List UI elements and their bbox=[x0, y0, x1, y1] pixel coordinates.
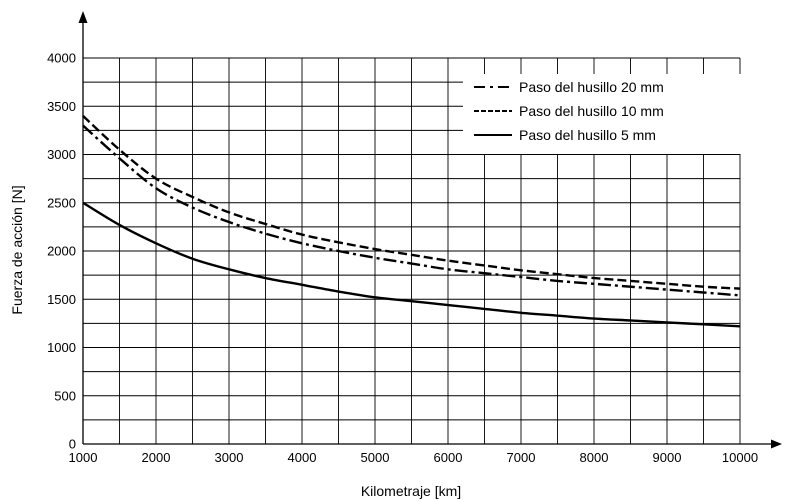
legend-box bbox=[463, 74, 741, 154]
legend-label: Paso del husillo 20 mm bbox=[519, 79, 664, 95]
x-tick-label: 2000 bbox=[142, 450, 171, 465]
x-tick-label: 7000 bbox=[507, 450, 536, 465]
series-group bbox=[82, 115, 741, 328]
legend: Paso del husillo 20 mm Paso del husillo 1… bbox=[463, 74, 741, 154]
series-line bbox=[82, 201, 741, 328]
y-tick-label: 1000 bbox=[47, 340, 76, 355]
y-tick-label: 500 bbox=[54, 388, 76, 403]
x-tick-label: 3000 bbox=[215, 450, 244, 465]
x-axis-arrow-icon bbox=[771, 439, 782, 449]
y-tick-label: 1500 bbox=[47, 292, 76, 307]
legend-label: Paso del husillo 10 mm bbox=[519, 103, 664, 119]
y-tick-label: 2000 bbox=[47, 244, 76, 259]
y-tick-label: 2500 bbox=[47, 195, 76, 210]
tick-labels: 1000 2000 3000 4000 5000 6000 7000 8000 9000 1000… bbox=[47, 51, 758, 466]
y-tick-label: 3000 bbox=[47, 147, 76, 162]
x-tick-label: 1000 bbox=[69, 450, 98, 465]
x-tick-label: 8000 bbox=[580, 450, 609, 465]
y-tick-label: 3500 bbox=[47, 99, 76, 114]
series-line bbox=[82, 124, 741, 297]
y-axis-title: Fuerza de acción [N] bbox=[9, 185, 25, 314]
x-axis-title: Kilometraje [km] bbox=[361, 483, 461, 499]
y-axis-arrow-icon bbox=[78, 11, 88, 23]
axes bbox=[78, 11, 782, 449]
x-tick-label: 10000 bbox=[722, 450, 758, 465]
y-tick-label: 4000 bbox=[47, 51, 76, 66]
x-tick-label: 5000 bbox=[361, 450, 390, 465]
x-tick-label: 9000 bbox=[653, 450, 682, 465]
legend-label: Paso del husillo 5 mm bbox=[519, 127, 656, 143]
x-tick-label: 6000 bbox=[434, 450, 463, 465]
x-tick-label: 4000 bbox=[288, 450, 317, 465]
series-line bbox=[82, 115, 741, 290]
y-tick-label: 0 bbox=[69, 437, 76, 452]
